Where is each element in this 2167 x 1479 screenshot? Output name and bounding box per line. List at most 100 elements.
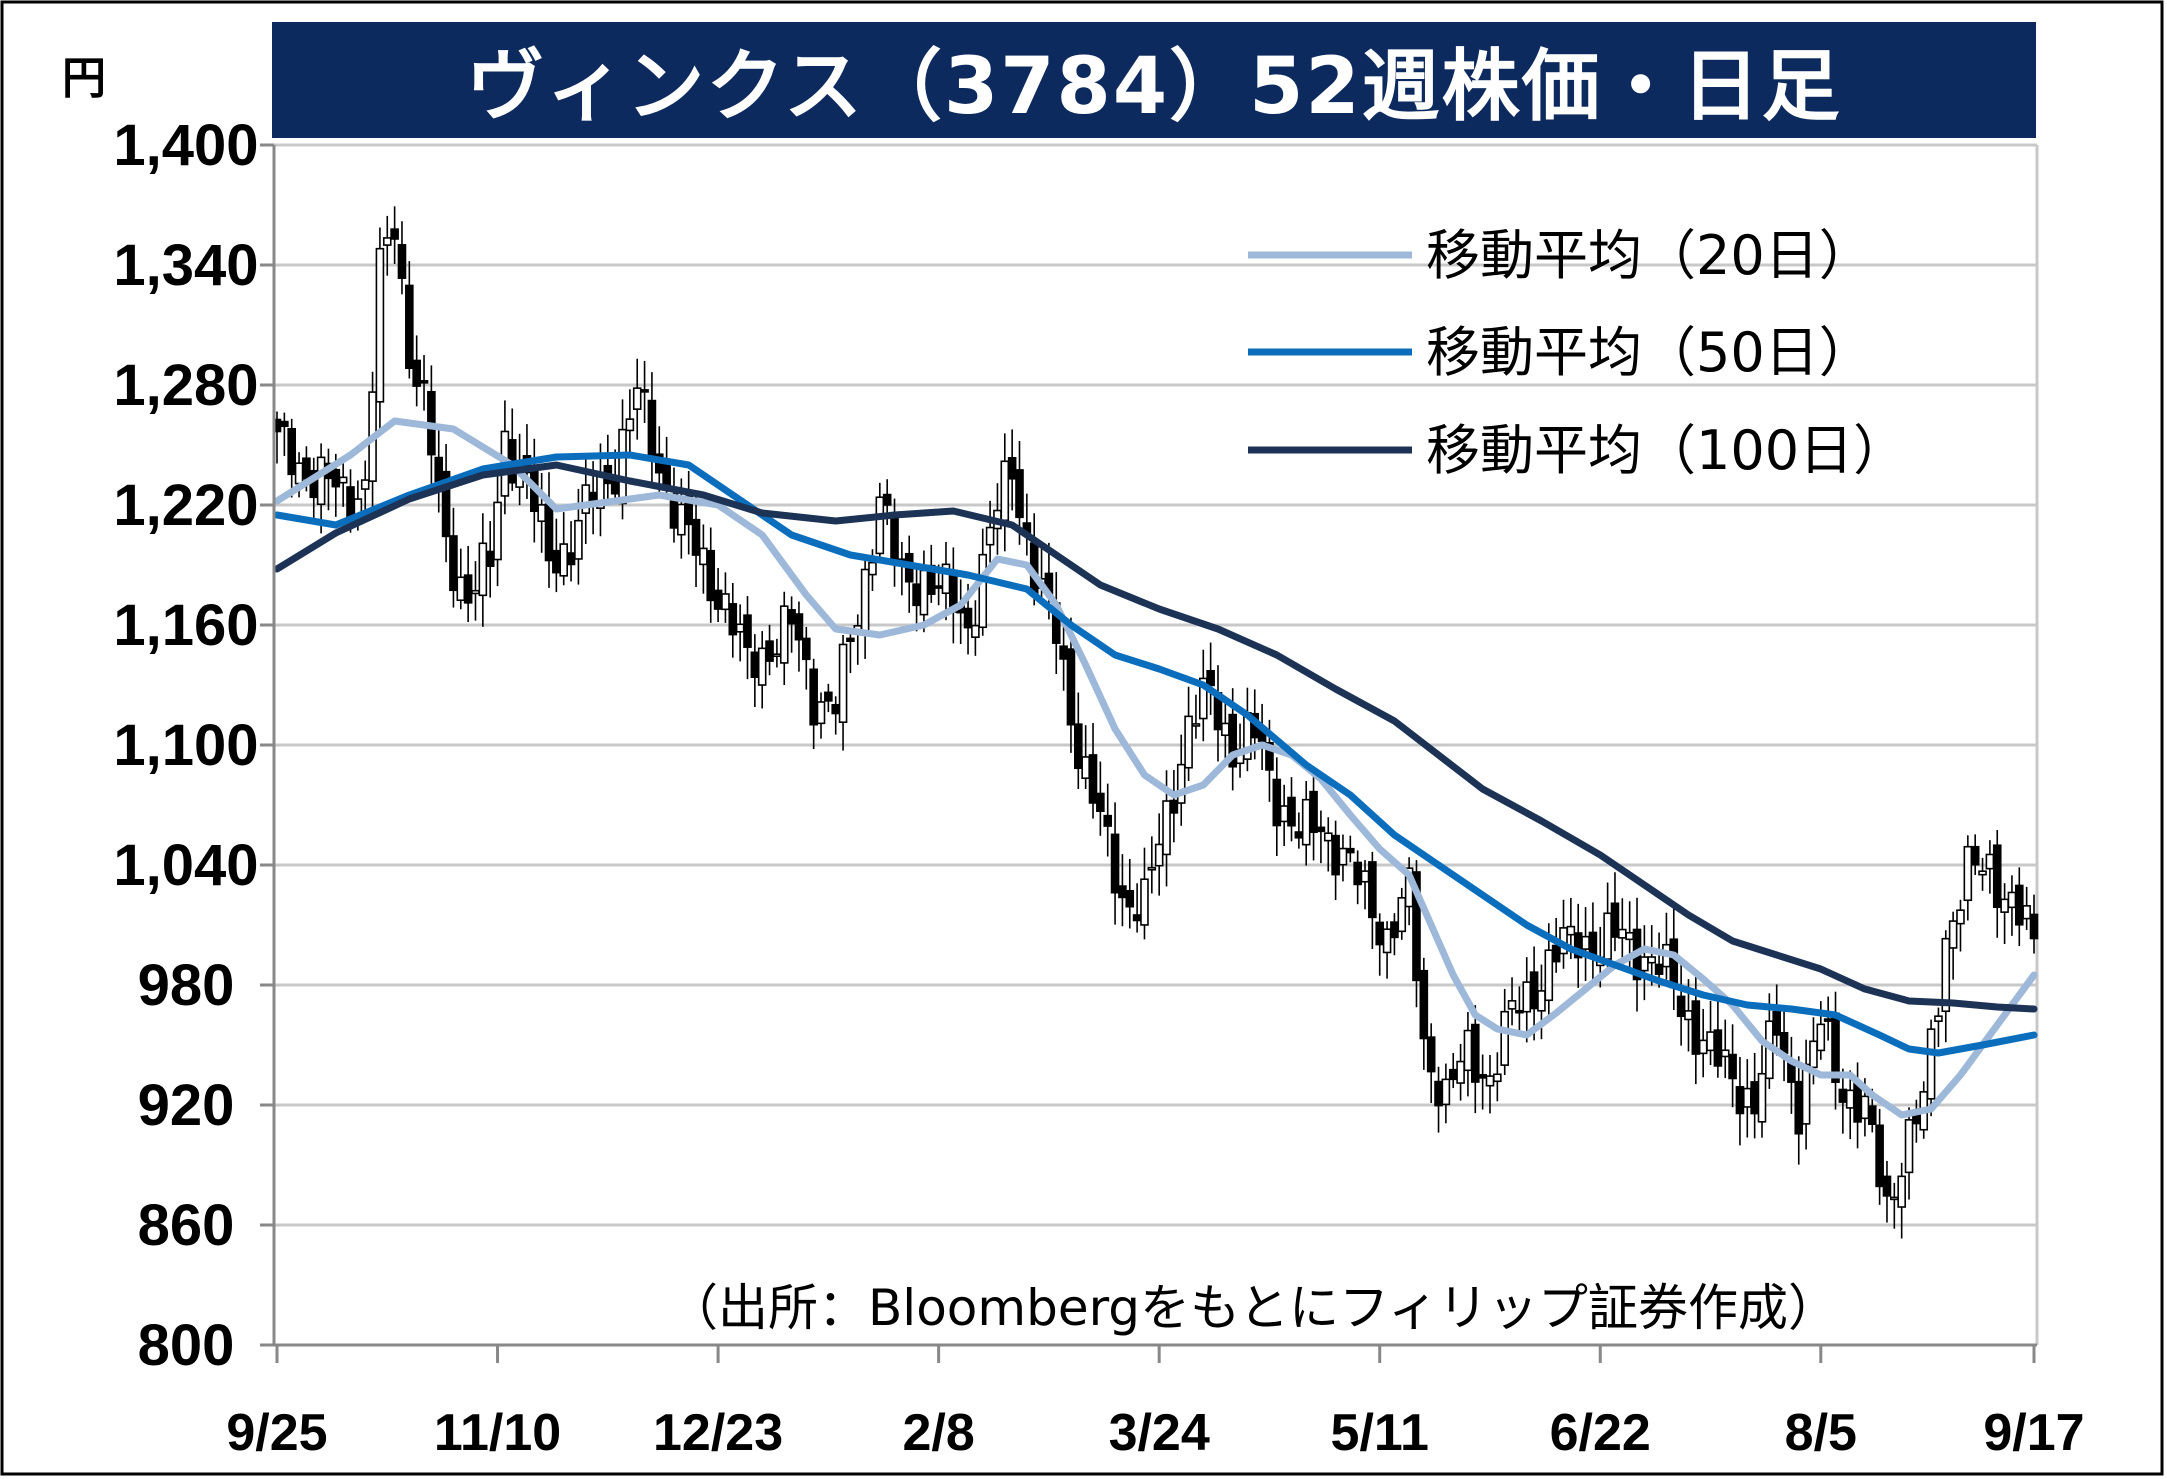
candle: [397, 221, 407, 295]
candle: [1346, 835, 1355, 863]
ma100-line: [273, 461, 2038, 1013]
y-tick-label: 1,100: [113, 713, 258, 778]
candle-body-up: [1801, 1063, 1811, 1125]
candle: [1309, 773, 1318, 861]
candle-body-down: [1551, 944, 1561, 963]
candle-body-up: [735, 623, 745, 633]
candle-body-up: [838, 643, 848, 724]
candle: [1426, 1023, 1436, 1104]
candle-body-up: [1904, 1119, 1914, 1174]
candle: [412, 335, 421, 407]
candle-body-up: [875, 496, 885, 555]
legend-label: 移動平均（100日）: [1426, 419, 1907, 482]
candle: [1441, 1063, 1451, 1124]
candle-body-down: [912, 583, 921, 607]
candle: [1713, 999, 1723, 1078]
y-tick-label: 1,280: [113, 353, 258, 418]
candle-body-up: [677, 503, 686, 536]
candle-body-down: [1169, 799, 1179, 814]
candle-body-up: [860, 568, 870, 635]
candle-body-up: [1522, 981, 1532, 1013]
candle-body-up: [1147, 866, 1157, 871]
candle-body-down: [1419, 969, 1429, 1040]
candle-body-up: [1757, 1072, 1767, 1123]
x-tick-label: 11/10: [434, 1404, 561, 1462]
candle-body-up: [1941, 937, 1951, 1013]
candle-body-up: [632, 387, 642, 410]
candle: [463, 545, 473, 623]
y-tick-label: 1,040: [113, 833, 258, 898]
x-tick-label: 3/24: [1109, 1404, 1210, 1462]
candle: [280, 412, 289, 456]
candle-body-up: [978, 553, 988, 629]
candle: [846, 627, 855, 674]
candle-body-up: [1618, 928, 1627, 939]
candle: [1316, 810, 1326, 864]
candle-body-down: [787, 609, 796, 625]
candle: [691, 494, 701, 588]
candle: [743, 596, 752, 680]
candle: [757, 631, 767, 709]
candle-body-up: [1360, 870, 1370, 883]
candle: [1493, 1052, 1502, 1102]
candle-body-up: [1176, 763, 1186, 804]
candle-body-down: [1794, 1080, 1804, 1135]
candle-body-up: [757, 647, 767, 686]
x-tick-label: 9/25: [226, 1404, 327, 1462]
candle: [478, 513, 488, 627]
candle: [1147, 836, 1157, 894]
candle: [765, 624, 774, 676]
candle-body-up: [1625, 931, 1634, 941]
candle-body-up: [1463, 1029, 1473, 1072]
candle-body-up: [1323, 832, 1333, 842]
candle-body-down: [405, 284, 414, 370]
candle-body-down: [1066, 648, 1076, 726]
candle-body-down: [1676, 995, 1686, 1018]
candle-body-up: [471, 589, 480, 595]
candle: [493, 471, 502, 587]
candle-body-down: [1515, 1009, 1524, 1014]
candle-body-up: [1897, 1175, 1906, 1208]
candle-body-down: [713, 589, 723, 610]
candle-body-down: [1309, 790, 1318, 833]
candle: [625, 389, 635, 456]
candle: [390, 206, 399, 265]
candle-body-up: [1000, 460, 1010, 522]
candle-body-down: [1735, 1086, 1745, 1115]
candle-body-down: [1353, 861, 1362, 886]
candle: [802, 626, 811, 690]
candle-body-down: [1713, 1029, 1723, 1067]
candle-body-down: [419, 380, 429, 384]
candle-body-down: [1316, 826, 1326, 833]
candle: [1875, 1108, 1884, 1205]
candle: [1419, 957, 1429, 1070]
candle-body-up: [478, 542, 488, 597]
candle: [794, 601, 804, 672]
candle-body-down: [809, 668, 818, 726]
candle: [1941, 930, 1951, 1043]
candle-body-down: [1470, 1023, 1480, 1083]
candle: [1103, 783, 1113, 857]
candle-body-up: [1956, 909, 1965, 925]
candle-body-up: [1647, 956, 1657, 964]
candle-body-down: [1434, 1080, 1443, 1107]
candle-body-down: [640, 389, 649, 393]
candle-body-down: [1838, 1088, 1848, 1103]
candle-body-down: [280, 420, 289, 428]
candle-body-down: [287, 428, 297, 476]
candle-body-down: [610, 479, 620, 495]
y-tick-label: 920: [138, 1073, 235, 1138]
candle: [1382, 921, 1392, 979]
candle-body-up: [574, 519, 583, 560]
candle-body-up: [1706, 1031, 1715, 1052]
candle-body-down: [765, 640, 774, 662]
candle: [809, 658, 818, 750]
candle: [816, 692, 826, 739]
candle-body-down: [750, 651, 760, 678]
candle-body-up: [1081, 756, 1090, 780]
candle-body-down: [1059, 645, 1068, 660]
title-banner: ヴィンクス（3784）52週株価・日足: [272, 22, 2036, 138]
candle-body-down: [794, 613, 804, 641]
candle-body-up: [1809, 1040, 1818, 1069]
candle: [1640, 925, 1649, 1001]
